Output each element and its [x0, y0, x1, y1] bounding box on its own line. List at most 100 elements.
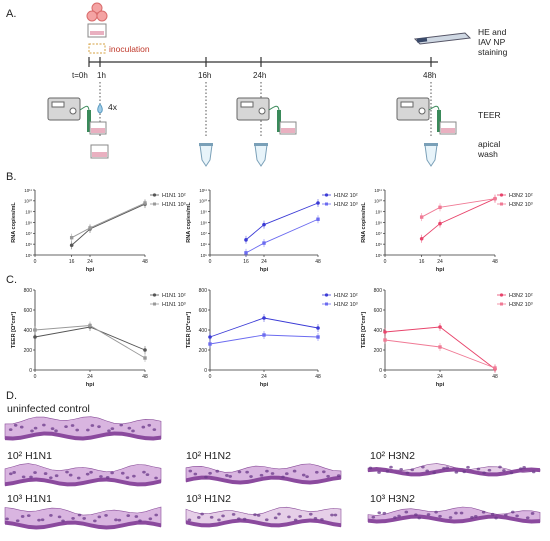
nucleus [86, 428, 90, 432]
nucleus [308, 512, 313, 516]
time-label: 48h [423, 71, 437, 80]
teer-meter-icon [396, 97, 457, 135]
chart-B-1: 10⁵ 10⁶ 10⁷ 10⁸ 10⁹ 10¹⁰ 10¹¹ 0 16 24 48 hpi RNA cop… [11, 188, 186, 273]
y-axis-label: TEER [Ω*cm²] [10, 312, 17, 348]
nucleus [134, 515, 139, 518]
x-tick-label: 24 [437, 259, 443, 265]
nucleus [330, 513, 334, 517]
nucleus [147, 423, 152, 427]
nucleus [126, 514, 131, 518]
data-point [438, 205, 442, 210]
data-point [262, 316, 266, 320]
nucleus [57, 515, 62, 519]
data-point [143, 356, 147, 360]
nucleus [97, 515, 102, 519]
nucleus [410, 468, 415, 472]
nucleus [336, 474, 341, 478]
nucleus [142, 470, 146, 474]
nucleus [75, 428, 79, 432]
x-tick-label: 24 [437, 374, 443, 380]
nucleus [482, 471, 486, 475]
nucleus [270, 472, 275, 475]
nucleus [20, 515, 25, 518]
x-tick-label: 16 [419, 259, 425, 265]
nucleus [104, 514, 108, 517]
y-tick-label: 400 [374, 328, 383, 334]
nucleus [89, 470, 93, 474]
legend-marker [500, 202, 503, 206]
y-tick-label: 600 [24, 308, 33, 314]
data-point [316, 217, 320, 221]
repeat-label: 4x [108, 102, 117, 112]
x-tick-label: 0 [384, 374, 387, 380]
data-point [438, 325, 442, 329]
data-point [33, 328, 37, 332]
nucleus [127, 426, 132, 430]
nucleus [510, 510, 515, 514]
nucleus [148, 517, 153, 521]
nucleus [97, 425, 101, 429]
legend-marker [325, 202, 328, 206]
y-tick-label: 10¹⁰ [199, 199, 207, 204]
nucleus [49, 476, 53, 480]
y-tick-label: 800 [374, 288, 383, 294]
y-tick-label: 10⁶ [25, 242, 32, 247]
data-point [88, 323, 92, 328]
y-tick-label: 10⁵ [375, 253, 382, 258]
nucleus [9, 472, 13, 476]
inoculation-label: inoculation [109, 44, 150, 54]
x-tick-label: 24 [87, 259, 93, 265]
y-axis-label: TEER [Ω*cm²] [360, 312, 367, 348]
nucleus [76, 476, 81, 480]
nucleus [490, 512, 495, 516]
basal-membrane [186, 475, 341, 485]
nucleus [425, 469, 430, 473]
nucleus [504, 513, 508, 517]
y-tick-label: 400 [199, 328, 208, 334]
panel-label-a: A. [6, 8, 17, 20]
nucleus [193, 472, 198, 476]
virus-icon [86, 2, 108, 22]
nucleus [119, 423, 124, 427]
nucleus [145, 473, 150, 477]
nucleus [292, 469, 297, 473]
nucleus [476, 467, 481, 471]
nucleus [264, 518, 269, 522]
data-point [244, 251, 248, 255]
nucleus [421, 465, 425, 469]
x-axis-label: hpi [86, 267, 95, 273]
nucleus [434, 510, 438, 514]
teer-meter-icon [47, 97, 107, 135]
nucleus [426, 513, 431, 516]
y-tick-label: 10⁵ [200, 253, 207, 258]
nucleus [315, 470, 319, 474]
nucleus [515, 514, 519, 518]
data-point [262, 333, 266, 337]
nucleus [141, 425, 146, 429]
nucleus [305, 475, 309, 479]
nucleus [54, 429, 58, 433]
nucleus [125, 476, 130, 480]
nucleus [114, 518, 118, 522]
y-tick-label: 10⁸ [25, 220, 32, 225]
x-tick-label: 48 [315, 374, 321, 380]
nucleus [377, 511, 382, 515]
y-axis-label: TEER [Ω*cm²] [185, 312, 192, 348]
nucleus [33, 471, 37, 474]
nucleus [242, 517, 247, 521]
y-tick-label: 0 [204, 368, 207, 374]
y-tick-label: 600 [199, 308, 208, 314]
legend-marker [324, 293, 329, 297]
histology-label: 10³ H3N2 [370, 493, 415, 505]
nucleus [132, 474, 136, 478]
nucleus [13, 423, 18, 427]
nucleus [454, 470, 459, 474]
nucleus [259, 473, 264, 477]
nucleus [285, 472, 289, 476]
y-tick-label: 200 [24, 348, 33, 354]
nucleus [68, 473, 73, 477]
y-tick-label: 0 [379, 368, 382, 374]
nucleus [432, 471, 436, 475]
chart-B-2: 10⁵ 10⁶ 10⁷ 10⁸ 10⁹ 10¹⁰ 10¹¹ 0 16 24 48 hpi RNA cop… [186, 188, 358, 273]
inoculation-box [88, 43, 106, 54]
